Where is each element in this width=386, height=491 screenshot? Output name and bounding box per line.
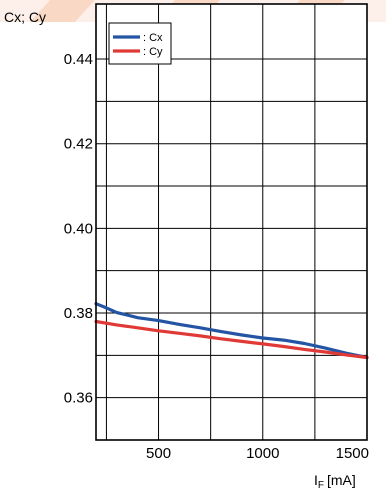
y-tick-label: 0.40	[64, 220, 93, 237]
y-tick-label: 0.38	[64, 305, 93, 322]
x-tick-labels: 500 1000 1500	[146, 445, 369, 462]
y-tick-label: 0.44	[64, 51, 93, 68]
y-axis-label: Cx; Cy	[4, 9, 46, 25]
plot-area	[96, 4, 367, 440]
x-tick-label: 1500	[336, 445, 369, 462]
y-tick-label: 0.42	[64, 136, 93, 153]
x-axis-label-unit: [mA]	[327, 472, 356, 488]
plot-frame	[95, 3, 368, 441]
legend-label-cx: : Cx	[143, 32, 163, 44]
legend-label-cy: : Cy	[143, 46, 163, 58]
legend-box	[108, 22, 172, 65]
x-axis-label-main: I	[314, 472, 318, 488]
x-tick-label: 1000	[246, 445, 279, 462]
x-axis-label-sub: F	[318, 480, 324, 491]
series-line-cx	[94, 302, 369, 360]
series-line-cy	[94, 319, 369, 360]
legend: : Cx : Cy	[108, 22, 172, 65]
y-tick-label: 0.36	[64, 390, 93, 407]
x-axis-label: IF [mA]	[314, 472, 356, 491]
y-tick-labels: 0.36 0.38 0.40 0.42 0.44	[64, 51, 93, 407]
series-lines	[94, 302, 369, 360]
x-tick-label: 500	[146, 445, 171, 462]
